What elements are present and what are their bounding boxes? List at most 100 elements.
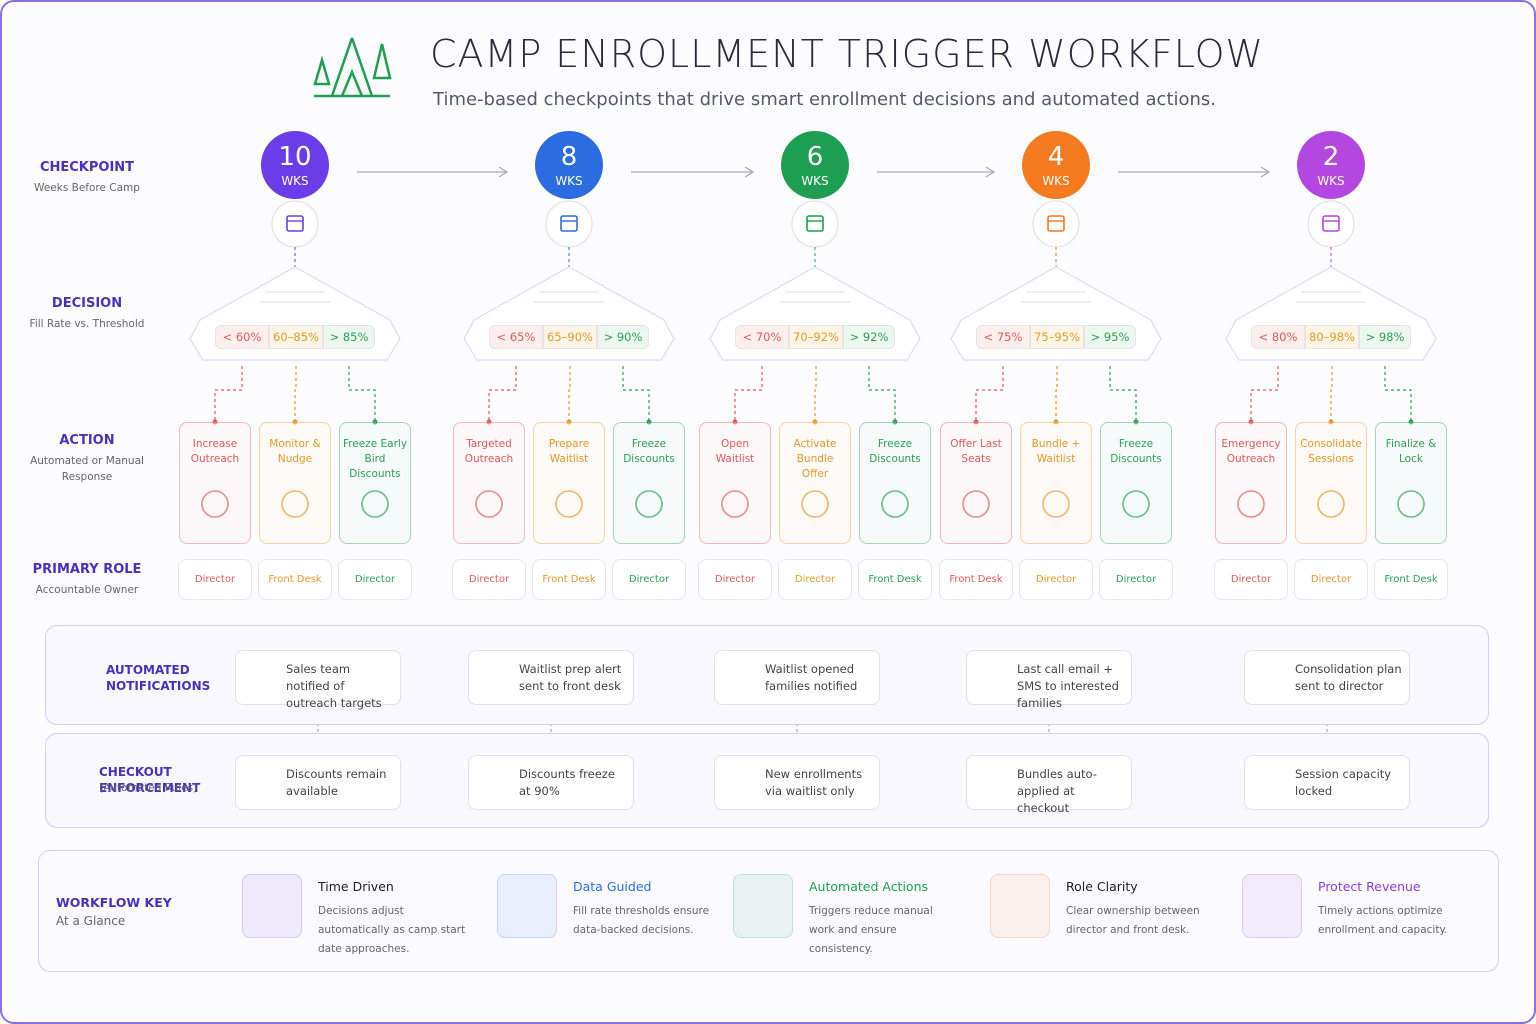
role-label: Director: [1310, 574, 1352, 585]
action-label: Freeze Discounts: [1110, 438, 1162, 465]
connector-dot: [892, 419, 898, 425]
action-card: Open Waitlist: [699, 422, 771, 544]
action-icon: [281, 490, 309, 518]
action-icon: [1237, 490, 1265, 518]
connector: [868, 366, 896, 422]
row-sublabel: Weeks Before Camp: [34, 182, 140, 194]
role-label: Front Desk: [1384, 574, 1438, 585]
action-icon: [881, 490, 909, 518]
key-title: WORKFLOW KEY: [56, 895, 172, 910]
action-card: Freeze Discounts: [859, 422, 931, 544]
checkpoint-circle: [1297, 131, 1365, 199]
action-label: Finalize & Lock: [1385, 438, 1437, 465]
panel-title: AUTOMATED NOTIFICATIONS: [106, 663, 211, 693]
calendar-icon: [286, 215, 304, 232]
subtitle: Time-based checkpoints that drive smart …: [433, 89, 1217, 110]
threshold: 70–92%: [789, 325, 843, 349]
action-card: Freeze Discounts: [613, 422, 685, 544]
connector: [622, 366, 650, 422]
connector-dot: [1328, 419, 1334, 425]
key-icon-box: [990, 874, 1050, 938]
connector: [975, 366, 1004, 422]
action-card: Finalize & Lock: [1375, 422, 1447, 544]
arrow: [877, 166, 996, 178]
item-text: Discounts freeze at 90%: [519, 767, 615, 798]
item-card: Discounts remain available: [235, 755, 401, 810]
item-text: Waitlist opened families notified: [765, 662, 858, 693]
action-label: Open Waitlist: [715, 438, 755, 465]
threshold: < 75%: [976, 325, 1030, 349]
weeks-unit: WKS: [801, 174, 829, 188]
key-item-title: Time Driven: [318, 879, 394, 894]
connector-dot: [1053, 419, 1059, 425]
role-pill: Front Desk: [532, 559, 606, 600]
weeks-unit: WKS: [1042, 174, 1070, 188]
key-icon-box: [733, 874, 793, 938]
item-card: Sales team notified of outreach targets: [235, 650, 401, 710]
item-text: Consolidation plan sent to director: [1295, 662, 1402, 693]
calendar-badge: [1032, 200, 1080, 248]
action-icon: [475, 490, 503, 518]
role-pill: Front Desk: [258, 559, 332, 600]
calendar-icon: [1047, 215, 1065, 232]
connector: [488, 366, 517, 422]
action-icon: [1042, 490, 1070, 518]
role-label: Front Desk: [268, 574, 322, 585]
calendar-badge: [1307, 200, 1355, 248]
role-pill: Director: [1214, 559, 1288, 600]
action-label: Emergency Outreach: [1221, 438, 1281, 465]
connector-dot: [1133, 419, 1139, 425]
arrow: [1118, 166, 1271, 178]
item-card: Consolidation plan sent to director: [1244, 650, 1410, 705]
row-sublabel: Automated or Manual Response: [30, 455, 144, 483]
role-label: Director: [354, 574, 396, 585]
role-label: Director: [794, 574, 836, 585]
key-item-text: Clear ownership between director and fro…: [1066, 905, 1200, 936]
role-pill: Front Desk: [1374, 559, 1448, 600]
key-subtitle: At a Glance: [56, 914, 126, 928]
key-icon-box: [242, 874, 302, 938]
key-item-text: Decisions adjust automatically as camp s…: [318, 905, 466, 955]
connector-dot: [212, 419, 218, 425]
action-card: Emergency Outreach: [1215, 422, 1287, 544]
threshold: > 90%: [597, 325, 649, 349]
weeks-unit: WKS: [281, 174, 309, 188]
action-label: Freeze Early Bird Discounts: [342, 438, 408, 480]
item-card: Discounts freeze at 90%: [468, 755, 634, 810]
action-label: Activate Bundle Offer: [793, 438, 837, 480]
role-pill: Front Desk: [939, 559, 1013, 600]
row-label: CHECKPOINT: [39, 160, 135, 175]
connector-dot: [1408, 419, 1414, 425]
calendar-badge: [545, 200, 593, 248]
item-text: Bundles auto-applied at checkout: [1017, 767, 1097, 815]
row-label: PRIMARY ROLE: [32, 562, 142, 577]
item-card: Last call email + SMS to interested fami…: [966, 650, 1132, 710]
action-icon: [555, 490, 583, 518]
key-icon-box: [497, 874, 557, 938]
threshold: > 98%: [1359, 325, 1411, 349]
calendar-icon: [806, 215, 824, 232]
action-icon: [635, 490, 663, 518]
role-pill: Director: [178, 559, 252, 600]
checkpoint-circle: [1022, 131, 1090, 199]
key-panel: [38, 850, 1499, 972]
action-label: Monitor & Nudge: [269, 438, 321, 465]
role-label: Director: [714, 574, 756, 585]
arrow: [357, 166, 509, 178]
role-pill: Director: [1099, 559, 1173, 600]
calendar-badge: [791, 200, 839, 248]
role-label: Front Desk: [949, 574, 1003, 585]
action-icon: [721, 490, 749, 518]
tent-logo: [313, 37, 392, 98]
weeks-unit: WKS: [1317, 174, 1345, 188]
action-card: Increase Outreach: [179, 422, 251, 544]
item-card: Waitlist opened families notified: [714, 650, 880, 705]
item-text: Discounts remain available: [286, 767, 387, 798]
weeks: 4: [1047, 142, 1065, 172]
panel-title: CHECKOUT ENFORCEMENT: [99, 765, 201, 795]
action-card: Consolidate Sessions: [1295, 422, 1367, 544]
item-text: New enrollments via waitlist only: [765, 767, 863, 798]
connector: [734, 366, 763, 422]
action-card: Bundle + Waitlist: [1020, 422, 1092, 544]
key-item-title: Role Clarity: [1066, 879, 1138, 894]
